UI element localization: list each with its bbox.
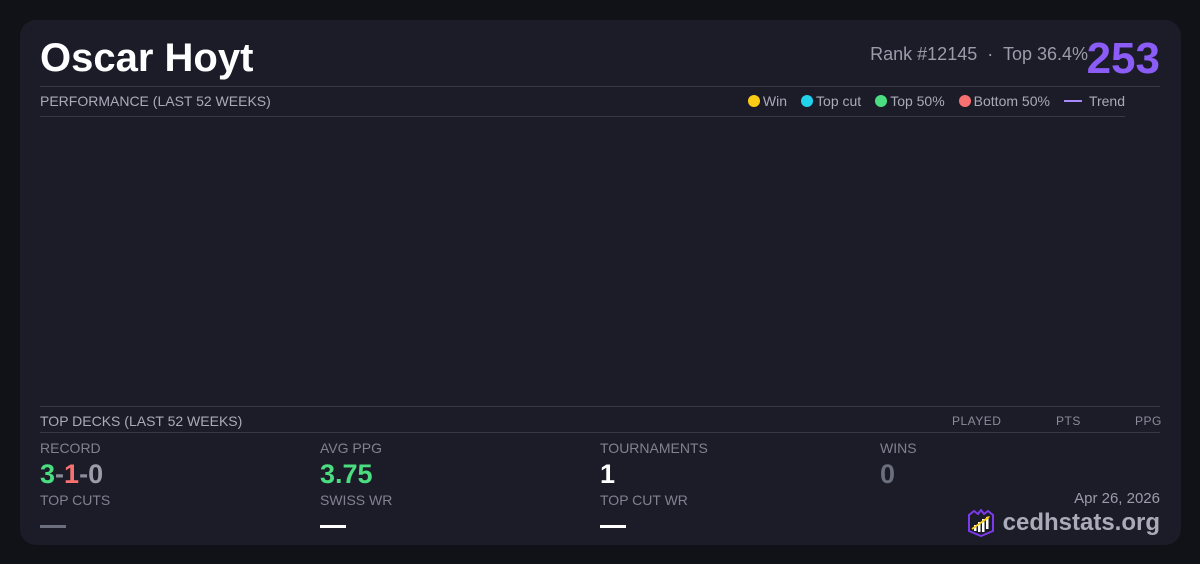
tournaments-value: 1 — [600, 459, 616, 489]
col-pts: PTS — [1056, 414, 1081, 428]
divider — [40, 406, 1160, 407]
top-cut-wr-label: TOP CUT WR — [600, 492, 688, 508]
trend-line-icon — [1063, 100, 1082, 102]
performance-chart-area — [40, 117, 1125, 405]
top-cuts-label: TOP CUTS — [40, 492, 111, 508]
record-value: 3-1-0 — [40, 459, 103, 490]
legend-top-50: Top 50% — [875, 93, 945, 109]
avg-ppg-label: AVG PPG — [320, 440, 382, 456]
legend-label: Win — [762, 93, 788, 109]
performance-title: PERFORMANCE (LAST 52 WEEKS) — [40, 93, 271, 109]
record-wins: 3 — [40, 459, 56, 489]
sep: - — [55, 459, 65, 489]
wins-label: WINS — [880, 440, 917, 456]
brand-name: cedhstats.org — [1002, 509, 1160, 536]
col-played: PLAYED — [952, 414, 1002, 428]
legend-label: Bottom 50% — [973, 93, 1050, 109]
divider — [40, 432, 1160, 433]
player-score: 253 — [1086, 34, 1160, 83]
legend-trend: Trend — [1063, 93, 1125, 109]
col-ppg: PPG — [1135, 414, 1162, 428]
record-draws: 0 — [88, 459, 104, 489]
cedhstats-logo-icon — [967, 509, 994, 537]
chart-legend: Win Top cut Top 50% Bottom 50% Trend — [747, 93, 1125, 109]
swiss-wr-label: SWISS WR — [320, 492, 393, 508]
legend-top-cut: Top cut — [801, 93, 861, 109]
top-percent: Top 36.4% — [1002, 44, 1088, 64]
top-cut-dot-icon — [801, 95, 814, 107]
sep: - — [79, 459, 89, 489]
record-label: RECORD — [40, 440, 101, 456]
player-name: Oscar Hoyt — [40, 36, 254, 80]
win-dot-icon — [747, 95, 760, 107]
brand: cedhstats.org — [967, 509, 1160, 537]
top-50-dot-icon — [875, 95, 888, 107]
avg-ppg-value: 3.75 — [320, 459, 373, 489]
legend-label: Top cut — [816, 93, 862, 109]
rank: Rank #12145 — [870, 44, 978, 64]
rank-info: Rank #12145 · Top 36.4% — [870, 44, 1088, 65]
legend-label: Trend — [1088, 93, 1125, 109]
legend-label: Top 50% — [890, 93, 945, 109]
legend-win: Win — [747, 93, 788, 109]
record-losses: 1 — [64, 459, 80, 489]
bottom-50-dot-icon — [958, 95, 971, 107]
top-decks-title: TOP DECKS (LAST 52 WEEKS) — [40, 413, 243, 429]
divider — [40, 86, 1160, 87]
wins-value: 0 — [880, 459, 896, 489]
separator: · — [987, 44, 994, 64]
top-cuts-value — [40, 525, 66, 528]
date: Apr 26, 2026 — [1074, 490, 1160, 507]
player-card: Oscar Hoyt Rank #12145 · Top 36.4% 253 P… — [20, 20, 1181, 545]
top-cut-wr-value — [600, 525, 626, 528]
swiss-wr-value — [320, 525, 346, 528]
legend-bottom-50: Bottom 50% — [958, 93, 1050, 109]
divider — [40, 116, 1125, 117]
tournaments-label: TOURNAMENTS — [600, 440, 708, 456]
